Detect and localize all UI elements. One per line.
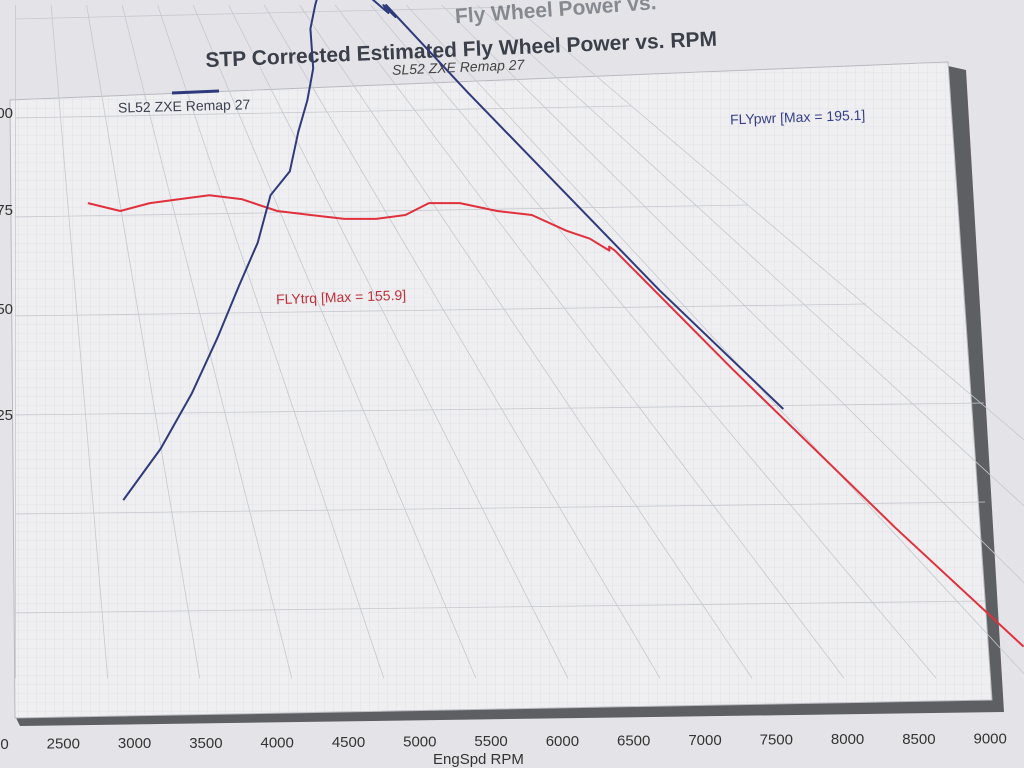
grid-line-horizontal (15, 6, 513, 20)
torque-max-annotation: FLYtrq [Max = 155.9] (276, 287, 407, 308)
plot-major-grid (15, 4, 1024, 679)
x-tick-label: 7500 (760, 732, 793, 749)
grid-line-horizontal (15, 501, 986, 515)
x-axis-label: EngSpd RPM (433, 751, 524, 768)
x-tick-label: 8000 (831, 731, 864, 748)
x-tick-label: 4000 (261, 734, 294, 751)
power-max-annotation: FLYpwr [Max = 195.1] (730, 107, 866, 128)
x-tick-label: 9000 (974, 730, 1007, 747)
grid-line-horizontal (15, 105, 631, 119)
grid-line-vertical (476, 4, 1024, 507)
chart-subtitle: SL52 ZXE Remap 27 (392, 56, 526, 78)
x-tick-label: 7000 (688, 732, 721, 749)
grid-line-vertical (299, 4, 753, 679)
grid-line-vertical (157, 4, 385, 679)
x-tick-label: 8500 (902, 731, 935, 748)
x-tick-label: 3000 (118, 735, 151, 752)
x-tick-label: 5500 (474, 733, 507, 750)
grid-line-vertical (441, 4, 1024, 584)
x-tick-label: 4500 (332, 734, 365, 751)
x-axis-ticks: 2000 2500 3000 3500 4000 4500 5000 5500 6000 6500… (0, 730, 1007, 753)
grid-line-horizontal (15, 303, 867, 317)
plot-minor-grid (10, 62, 992, 718)
y-tick-label: 125 (0, 407, 13, 424)
grid-line-vertical (228, 4, 569, 679)
grid-line-horizontal (15, 600, 986, 614)
grid-line-vertical (334, 4, 845, 679)
x-tick-label: 6500 (617, 732, 650, 749)
torque-series-line (87, 194, 1024, 648)
y-tick-label: 150 (0, 301, 13, 318)
x-tick-label: 2500 (47, 736, 80, 753)
grid-line-vertical (121, 4, 293, 679)
x-tick-label: 6000 (546, 733, 579, 750)
grid-line-vertical (405, 4, 1024, 675)
y-tick-label: 200 (0, 105, 13, 122)
x-tick-label: 3500 (189, 735, 222, 752)
legend-swatch (171, 89, 220, 95)
x-tick-label: 5000 (403, 734, 436, 751)
power-series-line (122, 0, 784, 501)
grid-line-vertical (86, 4, 201, 679)
grid-line-vertical (370, 4, 937, 679)
grid-line-vertical (263, 4, 661, 679)
grid-line-vertical (512, 4, 1024, 441)
y-tick-label: 175 (0, 202, 13, 219)
x-tick-label: 2000 (0, 736, 9, 753)
grid-line-horizontal (15, 402, 984, 416)
legend-label: SL52 ZXE Remap 27 (118, 96, 251, 115)
y-axis-ticks: 200 175 150 125 (0, 105, 13, 424)
grid-line-horizontal (15, 204, 749, 218)
grid-line-vertical (192, 4, 477, 679)
